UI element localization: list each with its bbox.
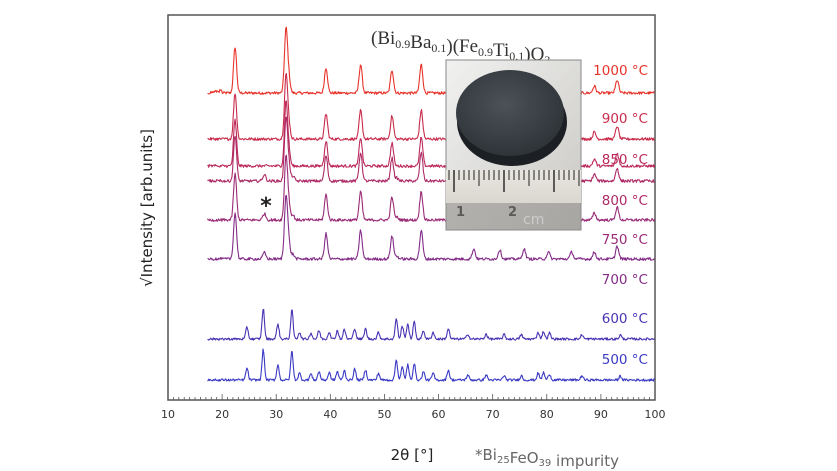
impurity-asterisk: * — [260, 194, 272, 219]
legend-label-850c: 850 °C — [602, 152, 648, 168]
legend-label-750c: 750 °C — [602, 232, 648, 248]
legend-label-600c: 600 °C — [602, 311, 648, 327]
pellet-photo-inset: 1 2 cm — [445, 59, 582, 231]
cm-unit-label: cm — [523, 212, 544, 228]
legend-label-1000c: 1000 °C — [593, 63, 648, 79]
series-line-900c — [207, 72, 655, 141]
x-tick-label: 60 — [432, 408, 446, 421]
plot-frame — [167, 14, 656, 401]
x-axis: 10 20 30 40 50 60 70 80 90 100 — [161, 394, 666, 421]
series-line-700c — [207, 194, 655, 261]
x-tick-label: 90 — [594, 408, 608, 421]
series-line-500c — [207, 348, 655, 382]
legend-temperature-labels: 1000 °C 900 °C 850 °C 800 °C 750 °C 700 °C 600… — [593, 63, 648, 368]
x-axis-label: 2θ [°] — [391, 446, 434, 464]
series-line-600c — [207, 308, 656, 341]
x-tick-label: 80 — [540, 408, 554, 421]
legend-label-500c: 500 °C — [602, 352, 648, 368]
x-tick-label: 30 — [269, 408, 283, 421]
legend-label-800c: 800 °C — [602, 193, 648, 209]
x-tick-label: 40 — [323, 408, 337, 421]
x-tick-label: 100 — [645, 408, 666, 421]
x-tick-label: 70 — [486, 408, 500, 421]
y-axis-label: √Intensity [arb.units] — [138, 129, 156, 287]
x-tick-label: 50 — [377, 408, 391, 421]
pellet — [456, 70, 564, 156]
legend-label-700c: 700 °C — [602, 272, 648, 288]
series-line-850c — [207, 100, 656, 168]
impurity-footnote: *Bi25FeO39 impurity — [475, 446, 619, 470]
series-line-800c — [207, 116, 655, 183]
legend-label-900c: 900 °C — [602, 111, 648, 127]
series-layer — [207, 26, 656, 382]
x-tick-label: 10 — [161, 408, 175, 421]
x-tick-label: 20 — [215, 408, 229, 421]
